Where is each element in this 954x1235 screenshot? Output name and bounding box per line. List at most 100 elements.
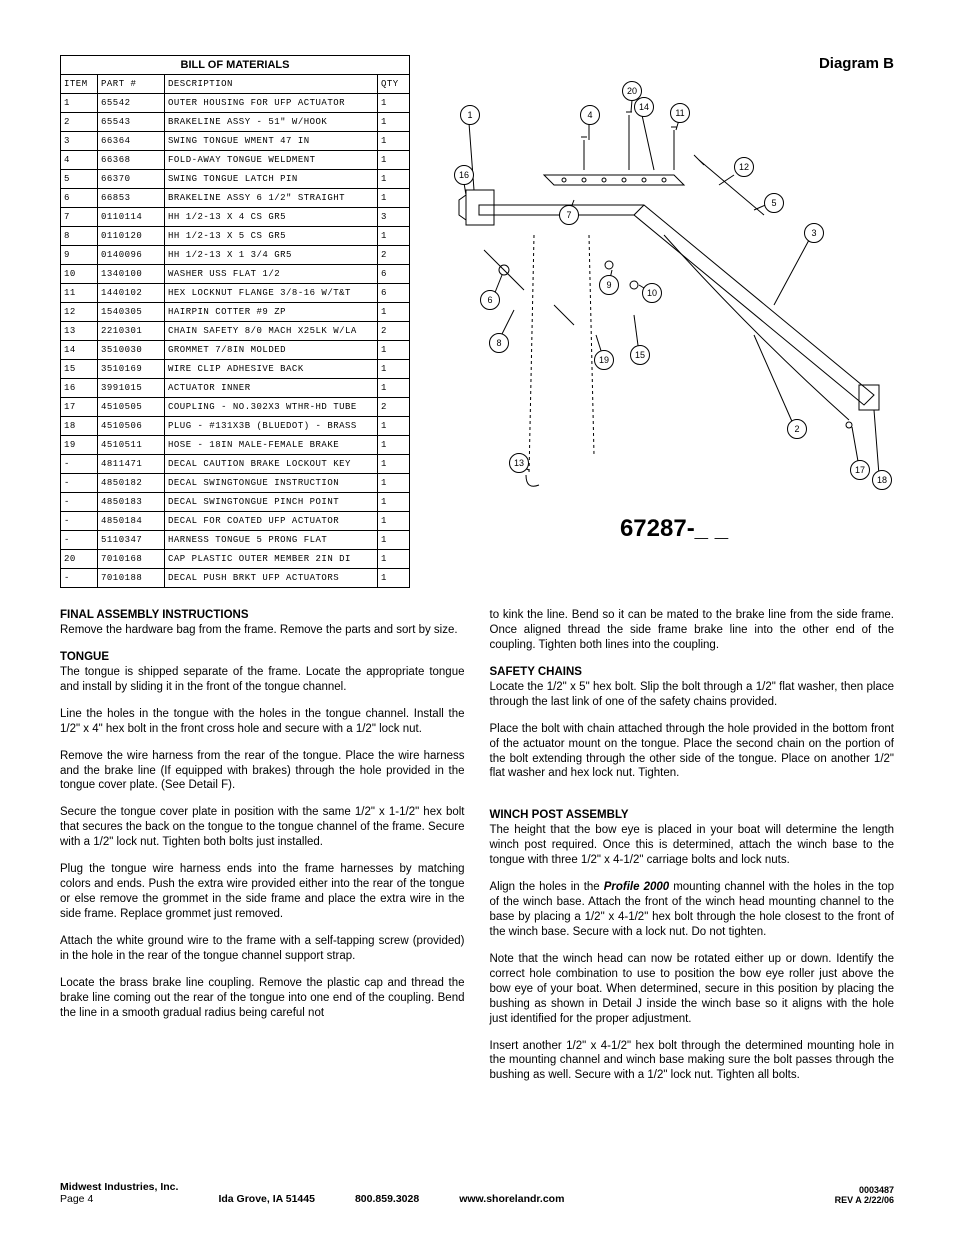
- cell-part: 4510506: [98, 417, 165, 436]
- cell-desc: HOSE - 18IN MALE-FEMALE BRAKE: [165, 436, 378, 455]
- cell-part: 0110120: [98, 227, 165, 246]
- cell-item: 5: [61, 170, 98, 189]
- cell-desc: BRAKELINE ASSY - 51" W/HOOK: [165, 113, 378, 132]
- cell-desc: OUTER HOUSING FOR UFP ACTUATOR: [165, 94, 378, 113]
- callout-5: 5: [764, 193, 784, 213]
- cell-desc: HH 1/2-13 X 5 CS GR5: [165, 227, 378, 246]
- instructions-col-2: to kink the line. Bend so it can be mate…: [490, 608, 895, 1095]
- cell-part: 1440102: [98, 284, 165, 303]
- footer-docnum: 0003487: [859, 1185, 894, 1195]
- cell-qty: 6: [378, 265, 410, 284]
- cell-part: 7010168: [98, 550, 165, 569]
- cell-item: 3: [61, 132, 98, 151]
- cell-desc: WASHER USS FLAT 1/2: [165, 265, 378, 284]
- table-row: -4850183DECAL SWINGTONGUE PINCH POINT1: [61, 493, 410, 512]
- winch-p1: The height that the bow eye is placed in…: [490, 823, 895, 868]
- winch-p4: Insert another 1/2" x 4-1/2" hex bolt th…: [490, 1039, 895, 1084]
- cell-desc: COUPLING - NO.302X3 WTHR-HD TUBE: [165, 398, 378, 417]
- callout-11: 11: [670, 103, 690, 123]
- cell-part: 66368: [98, 151, 165, 170]
- cell-part: 0140096: [98, 246, 165, 265]
- cell-qty: 1: [378, 493, 410, 512]
- cell-part: 0110114: [98, 208, 165, 227]
- cell-item: 14: [61, 341, 98, 360]
- cell-qty: 1: [378, 474, 410, 493]
- cell-item: 19: [61, 436, 98, 455]
- cell-desc: SWING TONGUE LATCH PIN: [165, 170, 378, 189]
- table-row: 163991015ACTUATOR INNER1: [61, 379, 410, 398]
- footer-right: 0003487 REV A 2/22/06: [835, 1185, 894, 1205]
- tongue-p3: Remove the wire harness from the rear of…: [60, 749, 465, 794]
- cell-part: 3991015: [98, 379, 165, 398]
- cell-part: 4510505: [98, 398, 165, 417]
- table-row: -5110347HARNESS TONGUE 5 PRONG FLAT1: [61, 531, 410, 550]
- cell-qty: 1: [378, 436, 410, 455]
- callout-9: 9: [599, 275, 619, 295]
- bom-title-row: BILL OF MATERIALS: [61, 56, 410, 75]
- cell-desc: DECAL SWINGTONGUE INSTRUCTION: [165, 474, 378, 493]
- cell-qty: 1: [378, 341, 410, 360]
- callout-6: 6: [480, 290, 500, 310]
- cell-part: 4850184: [98, 512, 165, 531]
- cell-part: 1540305: [98, 303, 165, 322]
- cell-part: 66364: [98, 132, 165, 151]
- footer-phone: 800.859.3028: [355, 1193, 419, 1205]
- intro-text: Remove the hardware bag from the frame. …: [60, 623, 465, 638]
- footer: Midwest Industries, Inc. Page 4 Ida Grov…: [60, 1181, 894, 1205]
- tongue-p7: Locate the brass brake line coupling. Re…: [60, 976, 465, 1021]
- cell-desc: PLUG - #131X3B (BLUEDOT) - BRASS: [165, 417, 378, 436]
- tongue-p5: Plug the tongue wire harness ends into t…: [60, 862, 465, 922]
- table-row: 566370SWING TONGUE LATCH PIN1: [61, 170, 410, 189]
- table-row: -4850184DECAL FOR COATED UFP ACTUATOR1: [61, 512, 410, 531]
- cell-part: 4510511: [98, 436, 165, 455]
- callout-8: 8: [489, 333, 509, 353]
- table-row: 153510169WIRE CLIP ADHESIVE BACK1: [61, 360, 410, 379]
- callout-15: 15: [630, 345, 650, 365]
- table-row: 80110120HH 1/2-13 X 5 CS GR51: [61, 227, 410, 246]
- callout-7: 7: [559, 205, 579, 225]
- callout-10: 10: [642, 283, 662, 303]
- cell-part: 65542: [98, 94, 165, 113]
- cell-qty: 1: [378, 531, 410, 550]
- cell-desc: DECAL SWINGTONGUE PINCH POINT: [165, 493, 378, 512]
- winch-p3: Note that the winch head can now be rota…: [490, 952, 895, 1027]
- cell-desc: HARNESS TONGUE 5 PRONG FLAT: [165, 531, 378, 550]
- cell-item: 17: [61, 398, 98, 417]
- cell-part: 65543: [98, 113, 165, 132]
- cell-part: 4850183: [98, 493, 165, 512]
- cell-item: -: [61, 531, 98, 550]
- cell-desc: SWING TONGUE WMENT 47 IN: [165, 132, 378, 151]
- cell-item: 1: [61, 94, 98, 113]
- cell-qty: 3: [378, 208, 410, 227]
- table-row: 466368FOLD-AWAY TONGUE WELDMENT1: [61, 151, 410, 170]
- instructions-col-1: FINAL ASSEMBLY INSTRUCTIONS Remove the h…: [60, 608, 465, 1095]
- cell-item: 6: [61, 189, 98, 208]
- table-row: 132210301CHAIN SAFETY 8/0 MACH X25LK W/L…: [61, 322, 410, 341]
- cell-qty: 6: [378, 284, 410, 303]
- tongue-p1: The tongue is shipped separate of the fr…: [60, 665, 465, 695]
- page: BILL OF MATERIALS ITEM PART # DESCRIPTIO…: [0, 0, 954, 1235]
- tongue-p6: Attach the white ground wire to the fram…: [60, 934, 465, 964]
- diagram-svg: [454, 75, 894, 505]
- cell-qty: 2: [378, 246, 410, 265]
- cell-item: -: [61, 493, 98, 512]
- footer-rev: REV A 2/22/06: [835, 1195, 894, 1205]
- cell-item: 9: [61, 246, 98, 265]
- cell-item: -: [61, 455, 98, 474]
- table-row: 207010168CAP PLASTIC OUTER MEMBER 2IN DI…: [61, 550, 410, 569]
- table-row: 90140096HH 1/2-13 X 1 3/4 GR52: [61, 246, 410, 265]
- top-section: BILL OF MATERIALS ITEM PART # DESCRIPTIO…: [60, 55, 894, 588]
- callout-16: 16: [454, 165, 474, 185]
- cell-desc: HH 1/2-13 X 1 3/4 GR5: [165, 246, 378, 265]
- cell-qty: 1: [378, 360, 410, 379]
- cell-qty: 1: [378, 417, 410, 436]
- table-row: 111440102HEX LOCKNUT FLANGE 3/8-16 W/T&T…: [61, 284, 410, 303]
- cell-desc: HH 1/2-13 X 4 CS GR5: [165, 208, 378, 227]
- cell-part: 4811471: [98, 455, 165, 474]
- table-row: 143510030GROMMET 7/8IN MOLDED1: [61, 341, 410, 360]
- cell-desc: DECAL CAUTION BRAKE LOCKOUT KEY: [165, 455, 378, 474]
- tongue-head: TONGUE: [60, 650, 465, 665]
- footer-company: Midwest Industries, Inc.: [60, 1181, 178, 1193]
- cell-part: 3510030: [98, 341, 165, 360]
- winch-p2: Align the holes in the Profile 2000 moun…: [490, 880, 895, 940]
